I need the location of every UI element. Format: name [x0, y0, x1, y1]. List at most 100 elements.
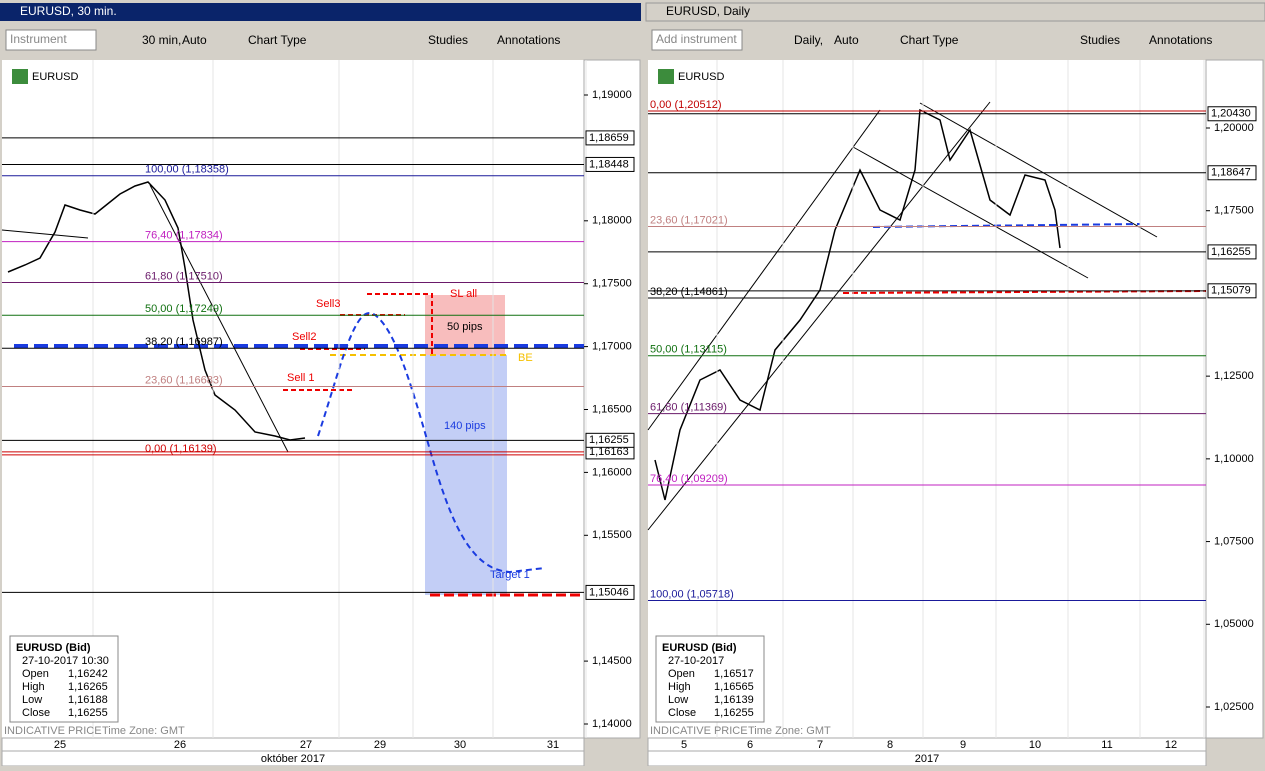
fx-icon	[12, 69, 28, 84]
symbol-label: EURUSD	[678, 71, 725, 83]
info-date: 27-10-2017 10:30	[22, 655, 109, 667]
info-key: Low	[668, 694, 688, 706]
price-box	[585, 156, 635, 172]
window-title: EURUSD, Daily	[666, 4, 750, 18]
toolbar-button[interactable]: 30 min,	[142, 33, 181, 47]
annotation: Sell 1	[287, 372, 315, 384]
channel-line	[647, 101, 991, 531]
info-value: 1,16188	[68, 694, 108, 706]
fib-label: 38,20 (1,16987)	[145, 336, 223, 348]
title-bar	[0, 3, 641, 21]
time-label: 6	[747, 739, 753, 751]
trend-line	[149, 184, 289, 453]
info-value: 1,16565	[714, 681, 754, 693]
price-axis	[1205, 59, 1264, 739]
symbol-label: EURUSD	[32, 71, 79, 83]
time-axis	[1, 737, 585, 767]
annotation: Target 1	[490, 569, 530, 581]
toolbar-button[interactable]: Auto	[834, 33, 859, 47]
time-label: 30	[454, 739, 466, 751]
price-box-label: 1,15046	[589, 586, 629, 598]
info-box	[655, 635, 765, 723]
projection-path	[317, 312, 546, 574]
info-key: High	[668, 681, 691, 693]
price-tick-label: 1,02500	[1214, 701, 1254, 713]
toolbar-button[interactable]: Annotations	[1149, 33, 1212, 47]
price-axis	[583, 59, 641, 739]
instrument-input[interactable]	[651, 29, 743, 51]
time-label: 11	[1101, 739, 1112, 751]
channel-line	[919, 102, 1158, 238]
fib-label: 100,00 (1,05718)	[650, 588, 734, 600]
price-box-label: 1,18659	[589, 132, 629, 144]
price-tick-label: 1,12500	[1214, 370, 1254, 382]
fib-label: 100,00 (1,18358)	[145, 164, 229, 176]
time-label: 7	[817, 739, 823, 751]
price-tick-label: 1,17500	[1214, 205, 1254, 217]
time-caption: október 2017	[261, 753, 325, 765]
annotation: 140 pips	[444, 420, 486, 432]
info-key: Close	[22, 707, 50, 719]
toolbar-button[interactable]: Annotations	[497, 33, 560, 47]
time-label: 25	[54, 739, 66, 751]
price-box	[1207, 165, 1257, 181]
price-box	[1207, 106, 1257, 122]
price-tick-label: 1,16500	[592, 403, 632, 415]
annotation: Sell3	[316, 298, 340, 310]
toolbar-button[interactable]: Studies	[428, 33, 468, 47]
instrument-input-text: Add instrument	[656, 32, 737, 46]
fib-label: 61,80 (1,17510)	[145, 270, 223, 282]
time-label: 8	[887, 739, 893, 751]
price-tick-label: 1,07500	[1214, 535, 1254, 547]
footer-tz: Time Zone: GMT	[102, 725, 185, 737]
price-tick-label: 1,18000	[592, 215, 632, 227]
info-value: 1,16517	[714, 668, 754, 680]
time-caption: 2017	[915, 753, 939, 765]
price-box-label: 1,20430	[1211, 108, 1251, 120]
price-box-label: 1,16255	[589, 434, 629, 446]
info-key: High	[22, 681, 45, 693]
price-tick-label: 1,05000	[1214, 618, 1254, 630]
toolbar-button[interactable]: Chart Type	[900, 33, 959, 47]
footer-indicative: INDICATIVE PRICE	[650, 725, 748, 737]
price-tick-label: 1,19000	[592, 89, 632, 101]
price-box-label: 1,16163	[589, 446, 629, 458]
price-tick-label: 1,14500	[592, 655, 632, 667]
fib-label: 23,60 (1,16683)	[145, 374, 223, 386]
toolbar-button[interactable]: Chart Type	[248, 33, 307, 47]
annotation: BE	[518, 352, 533, 364]
info-title: EURUSD (Bid)	[662, 642, 737, 654]
support-line	[842, 290, 1207, 294]
price-path	[654, 108, 1061, 501]
instrument-input[interactable]	[5, 29, 97, 51]
toolbar-button[interactable]: Studies	[1080, 33, 1120, 47]
price-tick-label: 1,17000	[592, 341, 632, 353]
info-title: EURUSD (Bid)	[16, 642, 91, 654]
fib-label: 76,40 (1,17834)	[145, 230, 223, 242]
channel-line	[852, 146, 1089, 279]
price-tick-label: 1,20000	[1214, 122, 1254, 134]
price-box-label: 1,15079	[1211, 285, 1251, 297]
toolbar-button[interactable]: Auto	[182, 33, 207, 47]
info-value: 1,16255	[68, 707, 108, 719]
fib-label: 76,40 (1,09209)	[650, 473, 728, 485]
price-box-label: 1,18448	[589, 158, 629, 170]
annotation: Sell2	[292, 331, 316, 343]
window-title: EURUSD, 30 min.	[20, 4, 117, 18]
time-label: 10	[1029, 739, 1041, 751]
info-value: 1,16265	[68, 681, 108, 693]
info-box	[9, 635, 119, 723]
time-label: 5	[681, 739, 687, 751]
time-label: 9	[960, 739, 966, 751]
annotation: 50 pips	[447, 321, 483, 333]
annotation: SL all	[450, 288, 477, 300]
price-box	[1207, 283, 1257, 299]
price-tick-label: 1,10000	[1214, 453, 1254, 465]
fib-label: 0,00 (1,16139)	[145, 443, 217, 455]
price-tick-label: 1,16000	[592, 466, 632, 478]
sl-line	[367, 293, 433, 355]
fib-label: 50,00 (1,13115)	[650, 344, 727, 356]
toolbar-button[interactable]: Daily,	[794, 33, 823, 47]
